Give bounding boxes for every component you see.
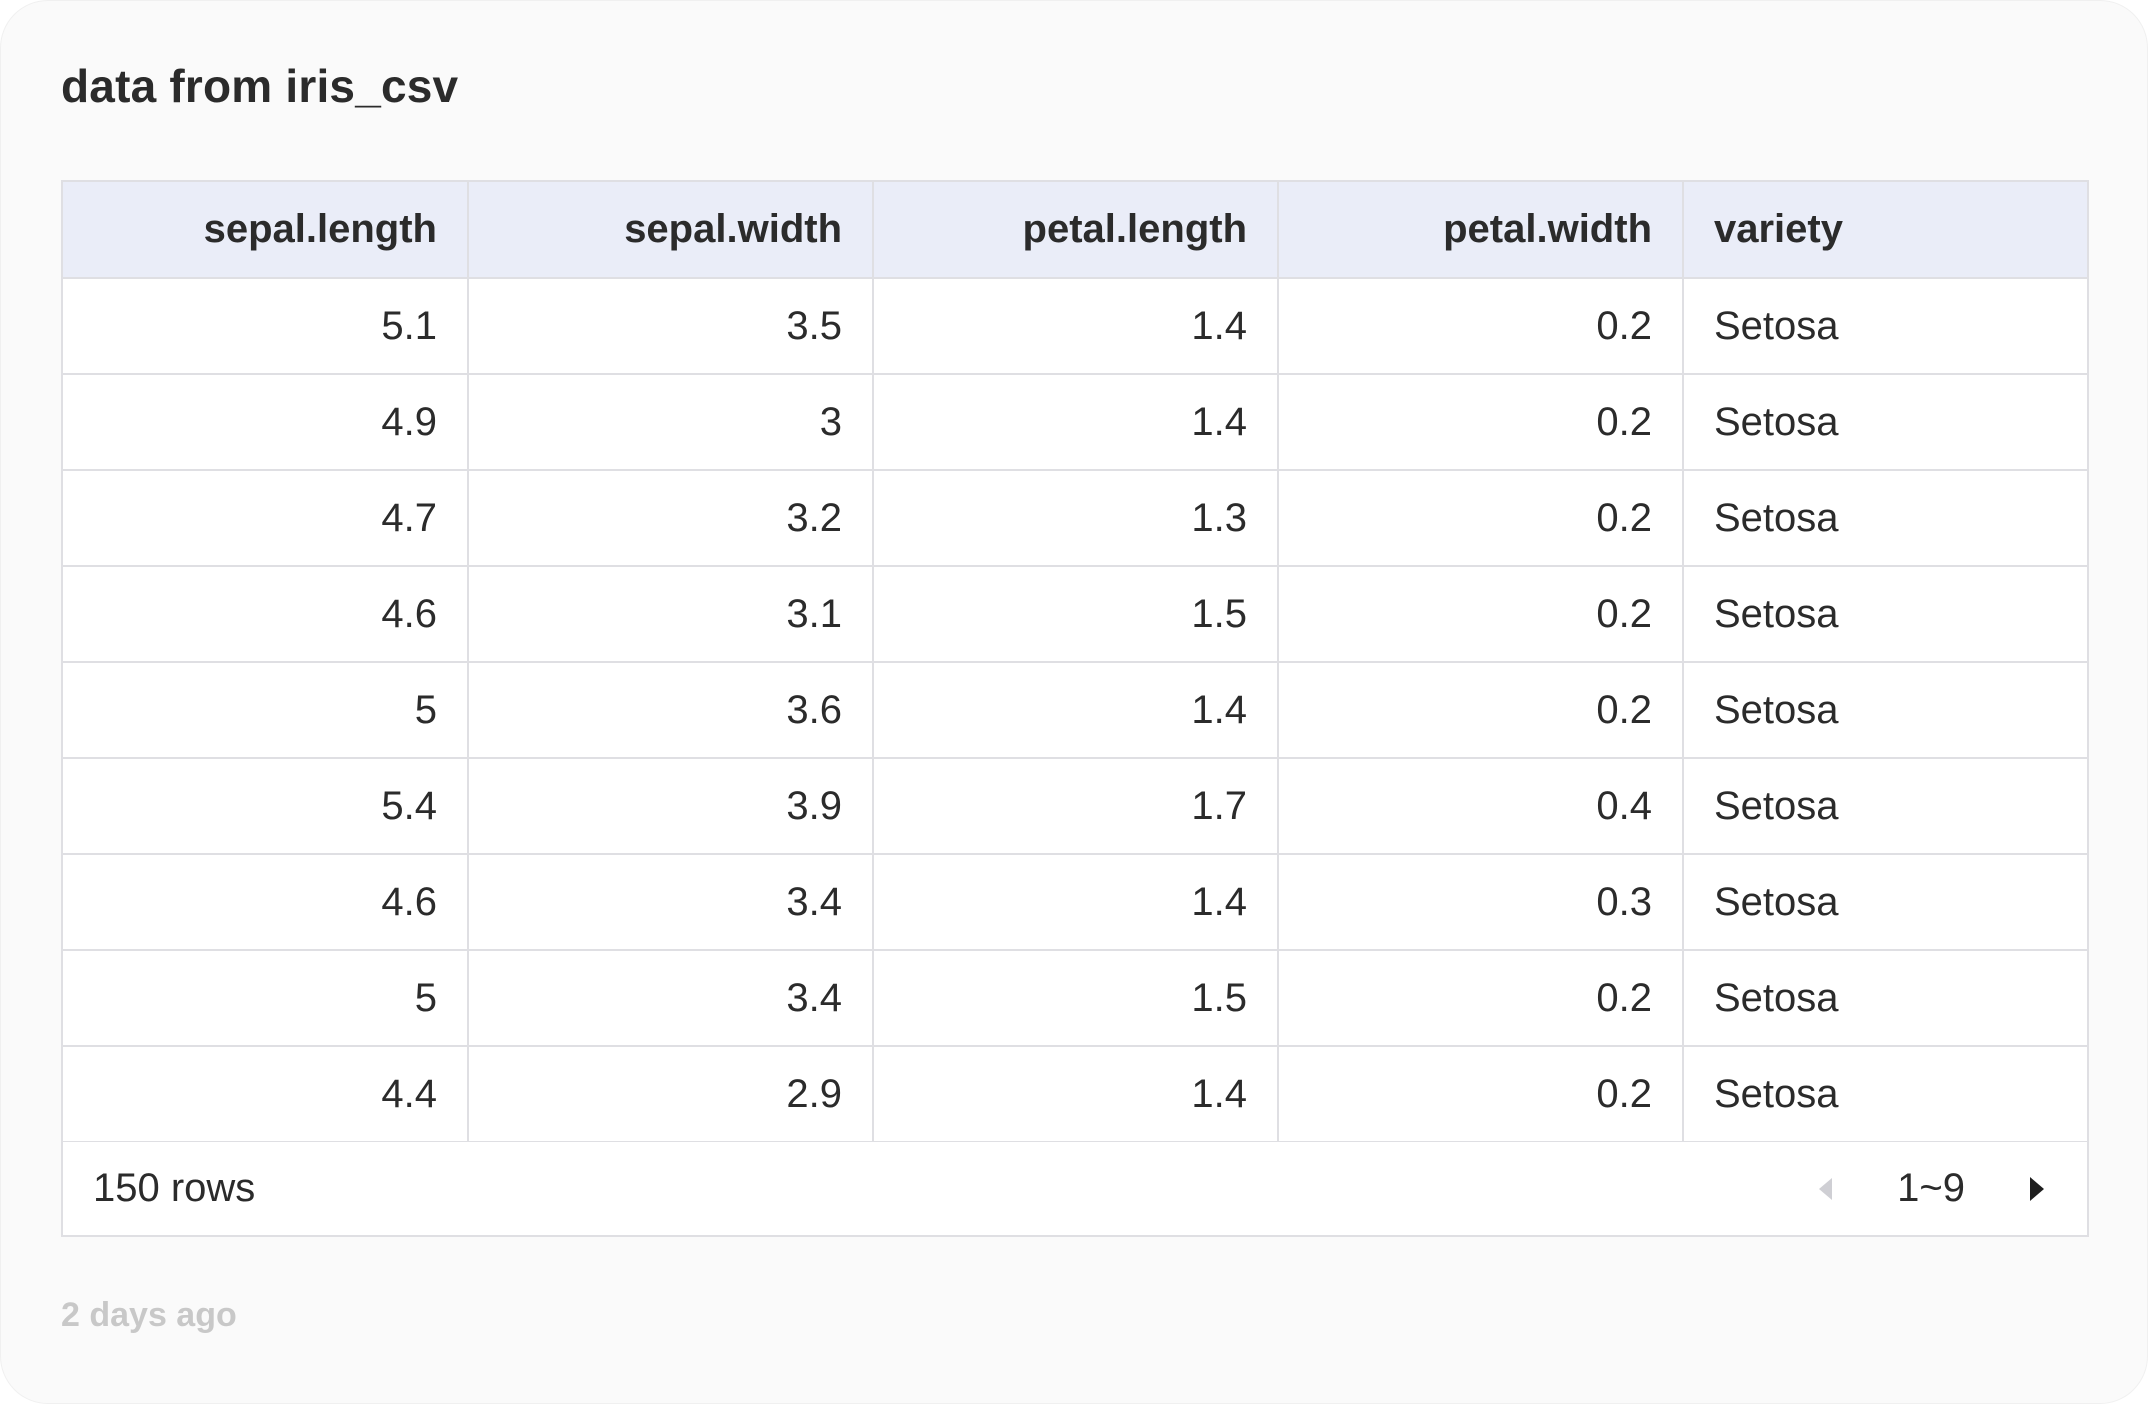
table-cell: 4.4 xyxy=(63,1046,469,1143)
table-cell: 3.6 xyxy=(468,662,874,759)
table-cell: Setosa xyxy=(1683,758,2087,855)
table-grid: sepal.length sepal.width petal.length pe… xyxy=(63,182,2087,1143)
column-header-petal-width[interactable]: petal.width xyxy=(1278,182,1684,279)
table-header-row: sepal.length sepal.width petal.length pe… xyxy=(63,182,2087,279)
table-cell: 1.4 xyxy=(873,662,1279,759)
table-cell: 0.2 xyxy=(1278,1046,1684,1143)
next-page-button[interactable] xyxy=(2017,1169,2057,1209)
table-cell: 0.2 xyxy=(1278,950,1684,1047)
table-cell: Setosa xyxy=(1683,374,2087,471)
table-cell: 0.2 xyxy=(1278,662,1684,759)
table-cell: 1.7 xyxy=(873,758,1279,855)
table-body: 5.1 3.5 1.4 0.2 Setosa 4.9 3 1.4 0.2 Setosa 4.7 3.2… xyxy=(63,278,2087,1143)
table-cell: Setosa xyxy=(1683,566,2087,663)
table-cell: 1.5 xyxy=(873,566,1279,663)
table-cell: Setosa xyxy=(1683,278,2087,375)
table-row: 5 3.4 1.5 0.2 Setosa xyxy=(63,950,2087,1047)
table-cell: 0.2 xyxy=(1278,470,1684,567)
data-table: sepal.length sepal.width petal.length pe… xyxy=(61,180,2089,1237)
table-cell: Setosa xyxy=(1683,950,2087,1047)
table-cell: 3 xyxy=(468,374,874,471)
table-cell: 3.1 xyxy=(468,566,874,663)
table-cell: 0.2 xyxy=(1278,278,1684,375)
column-header-sepal-length[interactable]: sepal.length xyxy=(63,182,469,279)
table-cell: 5.1 xyxy=(63,278,469,375)
table-row: 5.1 3.5 1.4 0.2 Setosa xyxy=(63,278,2087,375)
caret-left-icon xyxy=(1818,1177,1832,1200)
column-header-variety[interactable]: variety xyxy=(1683,182,2087,279)
rows-count: 150 rows xyxy=(93,1166,256,1210)
table-cell: 1.5 xyxy=(873,950,1279,1047)
updated-timestamp: 2 days ago xyxy=(61,1296,237,1334)
table-row: 4.6 3.4 1.4 0.3 Setosa xyxy=(63,854,2087,951)
table-cell: 3.2 xyxy=(468,470,874,567)
table-cell: 1.4 xyxy=(873,854,1279,951)
page-range-label: 1~9 xyxy=(1897,1166,1965,1210)
table-cell: 4.6 xyxy=(63,854,469,951)
table-cell: 3.5 xyxy=(468,278,874,375)
card-title: data from iris_csv xyxy=(61,60,459,112)
table-cell: 4.6 xyxy=(63,566,469,663)
table-cell: 0.3 xyxy=(1278,854,1684,951)
table-cell: 1.4 xyxy=(873,278,1279,375)
previous-page-button[interactable] xyxy=(1805,1169,1845,1209)
column-header-sepal-width[interactable]: sepal.width xyxy=(468,182,874,279)
table-cell: Setosa xyxy=(1683,470,2087,567)
table-cell: 4.9 xyxy=(63,374,469,471)
table-cell: 0.2 xyxy=(1278,374,1684,471)
table-cell: Setosa xyxy=(1683,662,2087,759)
table-cell: Setosa xyxy=(1683,1046,2087,1143)
table-cell: 2.9 xyxy=(468,1046,874,1143)
table-row: 4.6 3.1 1.5 0.2 Setosa xyxy=(63,566,2087,663)
column-header-petal-length[interactable]: petal.length xyxy=(873,182,1279,279)
table-cell: 1.3 xyxy=(873,470,1279,567)
table-cell: 5 xyxy=(63,662,469,759)
table-row: 5.4 3.9 1.7 0.4 Setosa xyxy=(63,758,2087,855)
table-cell: Setosa xyxy=(1683,854,2087,951)
table-cell: 0.4 xyxy=(1278,758,1684,855)
caret-right-icon xyxy=(2030,1176,2044,1201)
table-cell: 1.4 xyxy=(873,1046,1279,1143)
table-cell: 1.4 xyxy=(873,374,1279,471)
table-cell: 5.4 xyxy=(63,758,469,855)
table-cell: 5 xyxy=(63,950,469,1047)
pagination: 1~9 xyxy=(1805,1142,2057,1235)
table-cell: 3.4 xyxy=(468,854,874,951)
table-row: 4.9 3 1.4 0.2 Setosa xyxy=(63,374,2087,471)
table-cell: 3.9 xyxy=(468,758,874,855)
table-cell: 0.2 xyxy=(1278,566,1684,663)
table-cell: 3.4 xyxy=(468,950,874,1047)
table-row: 4.7 3.2 1.3 0.2 Setosa xyxy=(63,470,2087,567)
table-row: 5 3.6 1.4 0.2 Setosa xyxy=(63,662,2087,759)
table-row: 4.4 2.9 1.4 0.2 Setosa xyxy=(63,1046,2087,1143)
table-footer: 150 rows 1~9 xyxy=(63,1142,2087,1235)
table-cell: 4.7 xyxy=(63,470,469,567)
